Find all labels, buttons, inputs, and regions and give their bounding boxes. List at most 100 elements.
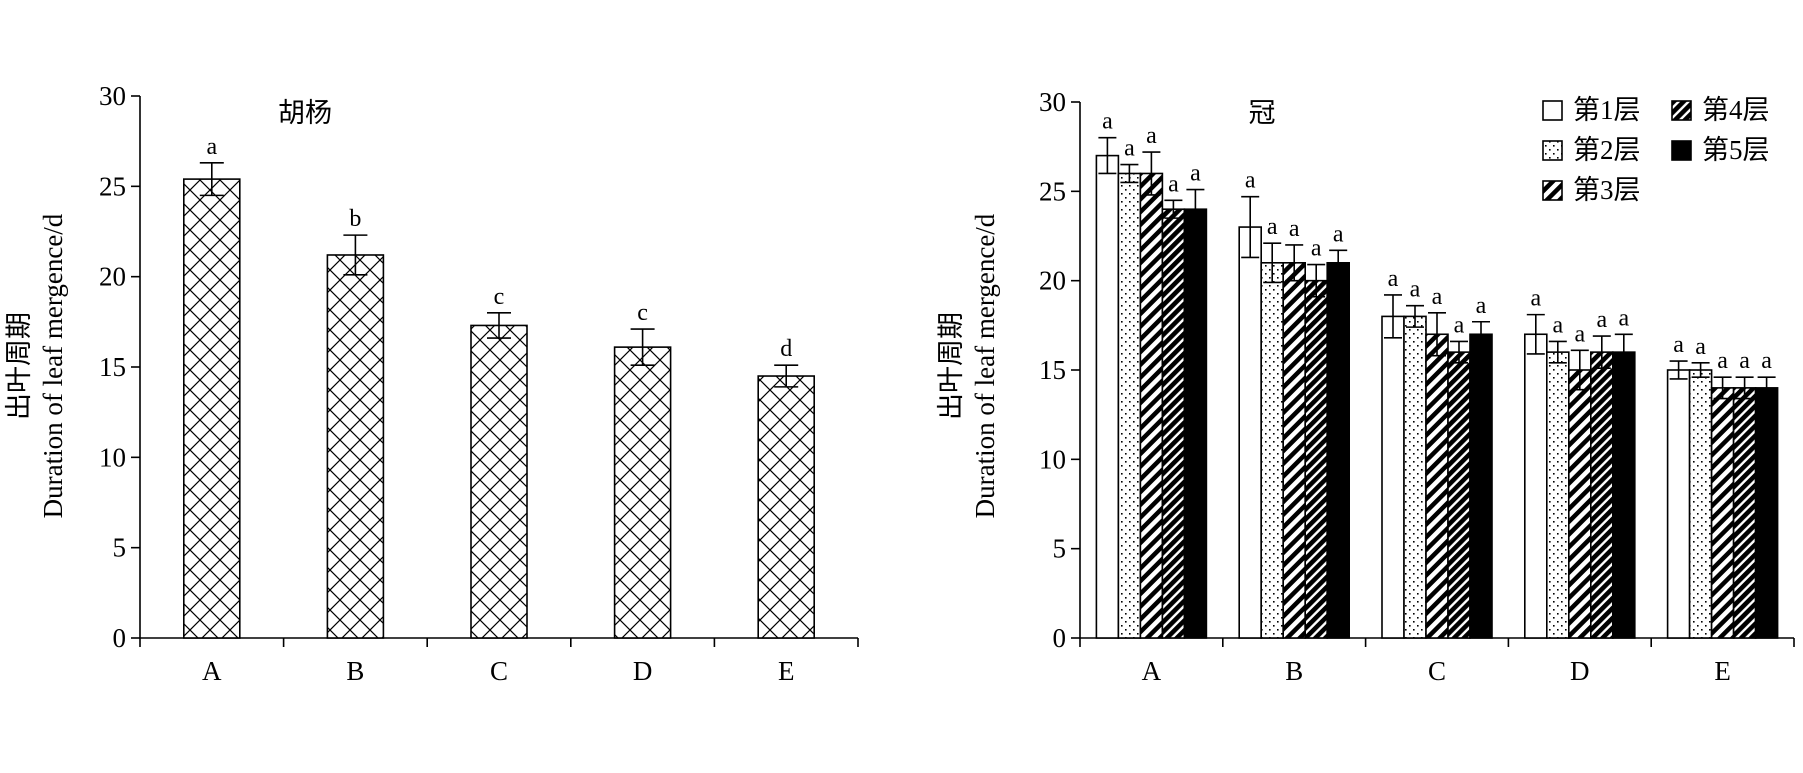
significance-label: a [1717, 348, 1728, 374]
error-bars [1098, 136, 1776, 400]
y-tick-label: 20 [99, 262, 126, 292]
legend-item: 第3层 [1542, 175, 1641, 205]
x-tick-label: C [490, 656, 508, 686]
legend-item: 第5层 [1671, 135, 1770, 165]
legend-label: 第1层 [1573, 95, 1641, 125]
significance-label: a [1476, 293, 1487, 319]
significance-label: a [1673, 332, 1684, 358]
significance-label: a [1311, 236, 1322, 262]
significance-label: a [1761, 348, 1772, 374]
bar [1546, 351, 1570, 639]
bar [1447, 351, 1471, 639]
y-tick-label: 10 [1039, 444, 1066, 474]
bar [470, 324, 528, 639]
x-tick-label: D [633, 656, 653, 686]
significance-label: a [1739, 348, 1750, 374]
chart-panel-poplar: 胡杨 出叶周期 Duration of leaf mergence/d 0 5 10… [4, 81, 859, 686]
bar [1139, 172, 1164, 639]
bar [1612, 351, 1636, 639]
chart-panel-crown: 冠 出叶周期 Duration of leaf mergence/d 0 5 10 1… [936, 87, 1795, 686]
significance-label: a [1245, 168, 1256, 194]
error-bars [199, 162, 799, 388]
significance-label: a [1333, 221, 1344, 247]
significance-label: a [1574, 321, 1585, 347]
bar [183, 178, 241, 639]
x-tick-label: B [346, 656, 364, 686]
y-tick-label: 25 [99, 171, 126, 201]
y-tick-label: 30 [1039, 87, 1066, 117]
significance-label: a [1618, 305, 1629, 331]
y-axis-label-en: Duration of leaf mergence/d [38, 213, 68, 518]
y-tick-label: 5 [1053, 534, 1067, 564]
legend-item: 第1层 [1542, 95, 1641, 125]
legend-item: 第2层 [1542, 135, 1641, 165]
significance-label: a [1289, 216, 1300, 242]
y-tick-label: 15 [1039, 355, 1066, 385]
legend-label: 第3层 [1573, 175, 1641, 205]
legend-swatch [1542, 100, 1563, 121]
axes: 0 5 10 15 20 25 30 A B C D E [1039, 87, 1795, 686]
bar [1282, 261, 1306, 639]
bar [1161, 208, 1186, 639]
legend-swatch [1671, 100, 1692, 121]
significance-label: a [1388, 266, 1399, 292]
chart-title: 冠 [1249, 98, 1276, 128]
bar [613, 346, 672, 639]
bars [183, 178, 816, 639]
legend-swatch [1542, 140, 1563, 161]
bar [1238, 226, 1262, 639]
bar [1524, 333, 1548, 639]
y-axis-label-cn: 出叶周期 [4, 312, 34, 420]
x-tick-label: A [1142, 656, 1162, 686]
y-tick-label: 10 [99, 442, 126, 472]
bar [1381, 315, 1405, 639]
chart-title: 胡杨 [278, 98, 332, 128]
y-tick-label: 15 [99, 352, 126, 382]
significance-label: a [1190, 161, 1201, 187]
significance-label: d [780, 336, 792, 362]
significance-label: c [494, 284, 505, 310]
x-tick-label: A [202, 656, 222, 686]
legend-label: 第4层 [1702, 95, 1770, 125]
x-tick-label: B [1285, 656, 1303, 686]
significance-label: a [1432, 284, 1443, 310]
bar [1117, 172, 1142, 639]
significance-label: a [1410, 277, 1421, 303]
bar [1732, 387, 1757, 639]
significance-label: a [1454, 312, 1465, 338]
legend-label: 第5层 [1702, 135, 1770, 165]
bar [326, 254, 385, 639]
bar [757, 375, 816, 639]
bar [1754, 387, 1779, 639]
x-tick-label: C [1428, 656, 1446, 686]
significance-label: a [1695, 334, 1706, 360]
significance-label: a [1552, 312, 1563, 338]
bar [1403, 315, 1427, 639]
bar [1304, 279, 1328, 639]
bar [1260, 261, 1284, 639]
y-axis-label-cn: 出叶周期 [936, 312, 966, 420]
significance-label: a [1168, 171, 1179, 197]
significance-label: a [1267, 214, 1278, 240]
bar [1469, 333, 1493, 639]
significance-label: a [206, 134, 217, 160]
x-tick-label: E [778, 656, 795, 686]
bar [1095, 154, 1120, 639]
significance-label: a [1102, 109, 1113, 135]
legend-label: 第2层 [1573, 135, 1641, 165]
y-tick-label: 0 [113, 623, 127, 653]
bar [1666, 369, 1691, 639]
legend-swatch [1671, 140, 1692, 161]
legend-swatch [1542, 180, 1563, 201]
y-tick-label: 0 [1053, 623, 1067, 653]
significance-label: a [1146, 123, 1157, 149]
bar [1568, 369, 1592, 639]
bar [1590, 351, 1614, 639]
x-tick-label: E [1714, 656, 1731, 686]
y-tick-label: 30 [99, 81, 126, 111]
significance-label: c [637, 300, 648, 326]
